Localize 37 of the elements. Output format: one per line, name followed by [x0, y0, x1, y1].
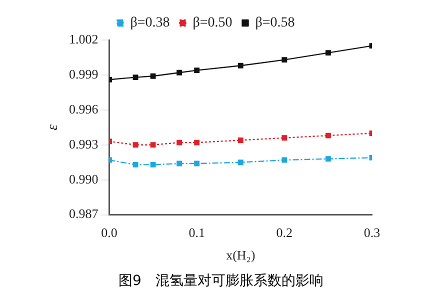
point	[194, 160, 200, 166]
legend-label: β=0.38	[130, 16, 170, 31]
point	[150, 162, 156, 168]
y-tick-label: 0.987	[69, 206, 99, 222]
point	[176, 70, 182, 76]
point	[282, 135, 288, 141]
point	[325, 132, 331, 138]
point	[325, 50, 331, 56]
point	[132, 162, 138, 168]
y-tick-label: 0.996	[69, 101, 99, 116]
point	[238, 138, 244, 143]
x-tick-label: 0.1	[188, 225, 205, 240]
point	[150, 142, 156, 148]
point	[238, 62, 244, 68]
point	[150, 73, 156, 79]
y-tick-label: 0.990	[69, 171, 98, 186]
legend-label: β=0.58	[255, 16, 295, 31]
x-tick-label: 0.0	[101, 225, 118, 240]
y-tick-label: 1.002	[69, 31, 98, 46]
point	[194, 140, 200, 146]
text: 图9 混氢量对可膨胀系数的影响	[118, 272, 324, 290]
x-axis-title: x(H₂)	[226, 248, 256, 263]
y-axis-title: ε	[44, 124, 61, 130]
point	[194, 68, 200, 74]
x-tick-label: 0.3	[364, 225, 380, 240]
point	[132, 142, 138, 148]
x-tick-label: 0.2	[276, 225, 293, 240]
point	[176, 140, 182, 146]
point	[238, 160, 244, 166]
point	[282, 157, 288, 163]
point	[176, 160, 182, 166]
point	[282, 57, 288, 63]
y-tick-label: 0.999	[69, 66, 98, 82]
y-tick-label: 0.993	[69, 136, 98, 152]
legend-label: β=0.50	[192, 16, 232, 31]
point	[325, 156, 331, 162]
point	[132, 74, 138, 80]
